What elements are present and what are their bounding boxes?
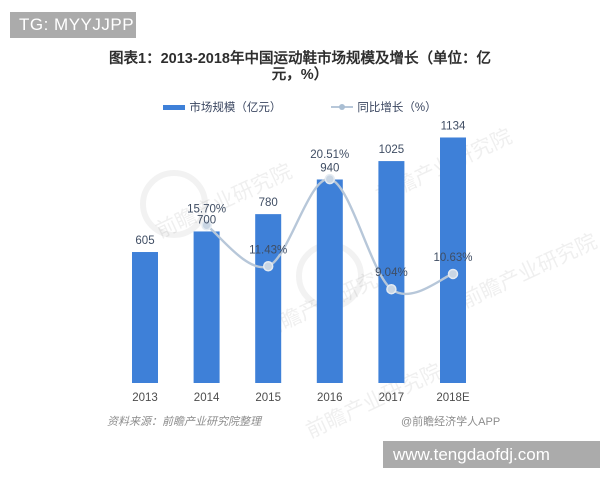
bar-2016 bbox=[316, 179, 343, 383]
growth-marker bbox=[262, 261, 274, 272]
x-axis-label-2015: 2015 bbox=[255, 392, 281, 404]
bar-value-label: 605 bbox=[135, 235, 154, 247]
bar-value-label: 1134 bbox=[441, 120, 466, 132]
x-axis-label-2014: 2014 bbox=[194, 392, 220, 404]
bar-series-swatch-icon bbox=[163, 104, 186, 110]
growth-value-label: 9.04% bbox=[375, 267, 408, 279]
bar-2013 bbox=[132, 252, 158, 383]
bar-value-label: 780 bbox=[259, 197, 278, 209]
telegram-badge: TG: MYYJJPP bbox=[10, 12, 136, 38]
growth-value-label: 20.51% bbox=[310, 149, 349, 161]
legend-label-market-size: 市场规模（亿元） bbox=[189, 102, 282, 114]
growth-marker bbox=[324, 173, 336, 185]
legend-item-growth: 同比增长（%） bbox=[331, 99, 437, 115]
x-axis-label-2013: 2013 bbox=[132, 392, 158, 404]
x-axis-label-2018E: 2018E bbox=[436, 392, 470, 404]
bar-2017 bbox=[378, 161, 405, 383]
bar-value-label: 700 bbox=[197, 214, 216, 226]
growth-value-label: 11.43% bbox=[249, 244, 287, 256]
bar-2018E bbox=[440, 137, 466, 383]
growth-value-label: 15.70% bbox=[187, 203, 226, 215]
bar-2015 bbox=[255, 214, 282, 383]
bar-2014 bbox=[193, 231, 220, 383]
growth-marker bbox=[386, 283, 397, 295]
growth-marker bbox=[447, 268, 459, 280]
legend-label-growth: 同比增长（%） bbox=[357, 102, 437, 114]
bar-value-label: 940 bbox=[320, 162, 339, 174]
growth-marker bbox=[201, 220, 212, 231]
site-url-bar: www.tengdaofdj.com bbox=[383, 441, 600, 468]
x-axis-label-2017: 2017 bbox=[379, 392, 405, 404]
data-source-note: 资料来源：前瞻产业研究院整理 bbox=[107, 416, 261, 428]
chart-legend: 市场规模（亿元） 同比增长（%） bbox=[0, 99, 600, 115]
legend-item-market-size: 市场规模（亿元） bbox=[163, 99, 281, 115]
growth-value-label: 10.63% bbox=[433, 252, 472, 264]
bar-value-label: 1025 bbox=[379, 144, 405, 156]
line-series-swatch-icon bbox=[331, 104, 354, 110]
chart-title: 图表1：2013-2018年中国运动鞋市场规模及增长（单位：亿元，%） bbox=[109, 51, 491, 83]
x-axis-label-2016: 2016 bbox=[317, 392, 343, 404]
attribution-note: @前瞻经济学人APP bbox=[401, 416, 501, 428]
